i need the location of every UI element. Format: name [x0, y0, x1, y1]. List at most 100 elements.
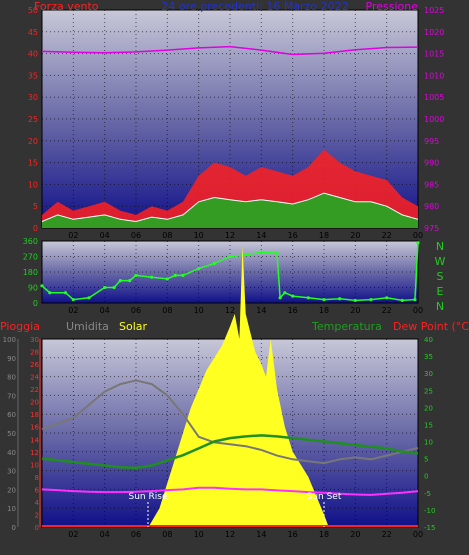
temperature-tick-label: 35 [424, 353, 433, 361]
direction-tick-label: 0 [33, 299, 38, 308]
rain-tick-label: 0 [35, 524, 39, 532]
pressure-tick-label: 1025 [424, 6, 444, 15]
compass-n-top: N [436, 240, 444, 253]
x-tick-label: 08 [162, 530, 172, 539]
humidity-tick-label: 0 [12, 524, 16, 532]
direction-tick-label: 90 [28, 284, 38, 293]
x-tick-label: 20 [350, 231, 360, 240]
pressure-tick-label: 1015 [424, 50, 444, 59]
temperature-tick-label: 5 [424, 456, 428, 464]
rain-tick-label: 4 [35, 499, 40, 507]
wind-mean-line [41, 192, 419, 223]
humidity-tick-label: 20 [7, 486, 16, 494]
wind-tick-label: 40 [28, 50, 38, 59]
temperature-tick-label: -15 [424, 524, 435, 532]
x-tick-label: 02 [68, 231, 78, 240]
x-tick-label: 16 [288, 306, 298, 315]
wind-tick-label: 50 [28, 6, 38, 15]
wind-direction-point [128, 279, 132, 283]
pressure-tick-label: 990 [424, 159, 439, 168]
rain-tick-label: 18 [30, 411, 39, 419]
dewpoint-label: Dew Point (°C) [393, 320, 469, 333]
x-tick-label: 20 [350, 306, 360, 315]
temperature-label: Temperatura [311, 320, 382, 333]
x-tick-label: 22 [382, 530, 392, 539]
pressure-tick-label: 975 [424, 224, 439, 233]
humidity-tick-label: 80 [7, 374, 16, 382]
temperature-tick-label: 40 [424, 336, 433, 344]
humidity-label: Umidita [66, 320, 109, 333]
x-tick-label: 02 [68, 530, 78, 539]
humidity-tick-label: 50 [7, 430, 16, 438]
humidity-tick-label: 70 [7, 392, 16, 400]
wind-direction-point [283, 291, 287, 295]
compass-n-bottom: N [436, 300, 444, 313]
pressure-label: Pressione [366, 0, 419, 13]
x-tick-label: 00 [413, 306, 423, 315]
wind-direction-point [103, 285, 107, 290]
chart-title: 24 ore precedenti: 16 Marzo 2022 [161, 0, 348, 13]
dewpoint-line [41, 486, 419, 496]
temperature-tick-label: 10 [424, 439, 433, 447]
wind-direction-point [416, 241, 420, 245]
pressure-tick-label: 980 [424, 202, 439, 211]
pressure-tick-label: 1010 [424, 71, 444, 80]
wind-direction-point [322, 298, 326, 302]
wind-direction-point [63, 291, 68, 295]
x-tick-label: 06 [131, 530, 141, 539]
wind-direction-point [181, 273, 185, 277]
wind-direction-point [306, 296, 310, 300]
humidity-tick-label: 10 [7, 505, 16, 513]
x-tick-label: 10 [194, 231, 204, 240]
humidity-line [41, 379, 419, 465]
rain-tick-label: 26 [30, 361, 39, 369]
humidity-tick-label: 90 [7, 355, 16, 363]
solar-label: Solar [119, 320, 148, 333]
temperature-tick-label: 25 [424, 387, 433, 395]
temperature-tick-label: 20 [424, 404, 433, 412]
x-tick-label: 04 [100, 530, 110, 539]
rain-tick-label: 30 [30, 336, 39, 344]
rain-tick-label: 2 [35, 511, 39, 519]
rain-tick-label: 12 [30, 449, 39, 457]
compass-w: W [435, 255, 446, 268]
rain-tick-label: 28 [30, 349, 39, 357]
temperature-tick-label: 15 [424, 421, 433, 429]
wind-direction-point [197, 267, 201, 271]
wind-direction-point [150, 275, 154, 279]
wind-tick-label: 30 [28, 93, 38, 102]
wind-tick-label: 15 [28, 159, 38, 168]
x-tick-label: 18 [319, 306, 329, 315]
x-tick-label: 04 [100, 231, 110, 240]
compass-s: S [437, 270, 444, 283]
wind-direction-point [291, 294, 295, 298]
x-tick-label: 00 [413, 530, 423, 539]
wind-direction-point [275, 251, 279, 255]
wind-tick-label: 20 [28, 137, 38, 146]
x-tick-label: 06 [131, 306, 141, 315]
wind-direction-point [118, 279, 122, 283]
wind-direction-point [48, 291, 52, 295]
pressure-tick-label: 985 [424, 180, 439, 189]
wind-direction-point [353, 298, 357, 302]
wind-tick-label: 35 [28, 71, 38, 80]
wind-direction-point [165, 277, 169, 281]
x-tick-label: 22 [382, 231, 392, 240]
temperature-line [41, 434, 419, 470]
x-tick-label: 08 [162, 231, 172, 240]
x-tick-label: 16 [288, 231, 298, 240]
wind-direction-point [112, 285, 116, 290]
pressure-tick-label: 1020 [424, 28, 444, 37]
humidity-tick-label: 60 [7, 411, 16, 419]
x-tick-label: 20 [350, 530, 360, 539]
x-tick-label: 18 [319, 231, 329, 240]
x-tick-label: 14 [256, 231, 266, 240]
rain-tick-label: 10 [30, 461, 39, 469]
sun-set-label: Sun Set [307, 492, 342, 502]
x-tick-label: 14 [256, 306, 266, 315]
temperature-tick-label: 0 [424, 473, 428, 481]
wind-tick-label: 25 [28, 115, 38, 124]
wind-direction-point [134, 273, 138, 277]
